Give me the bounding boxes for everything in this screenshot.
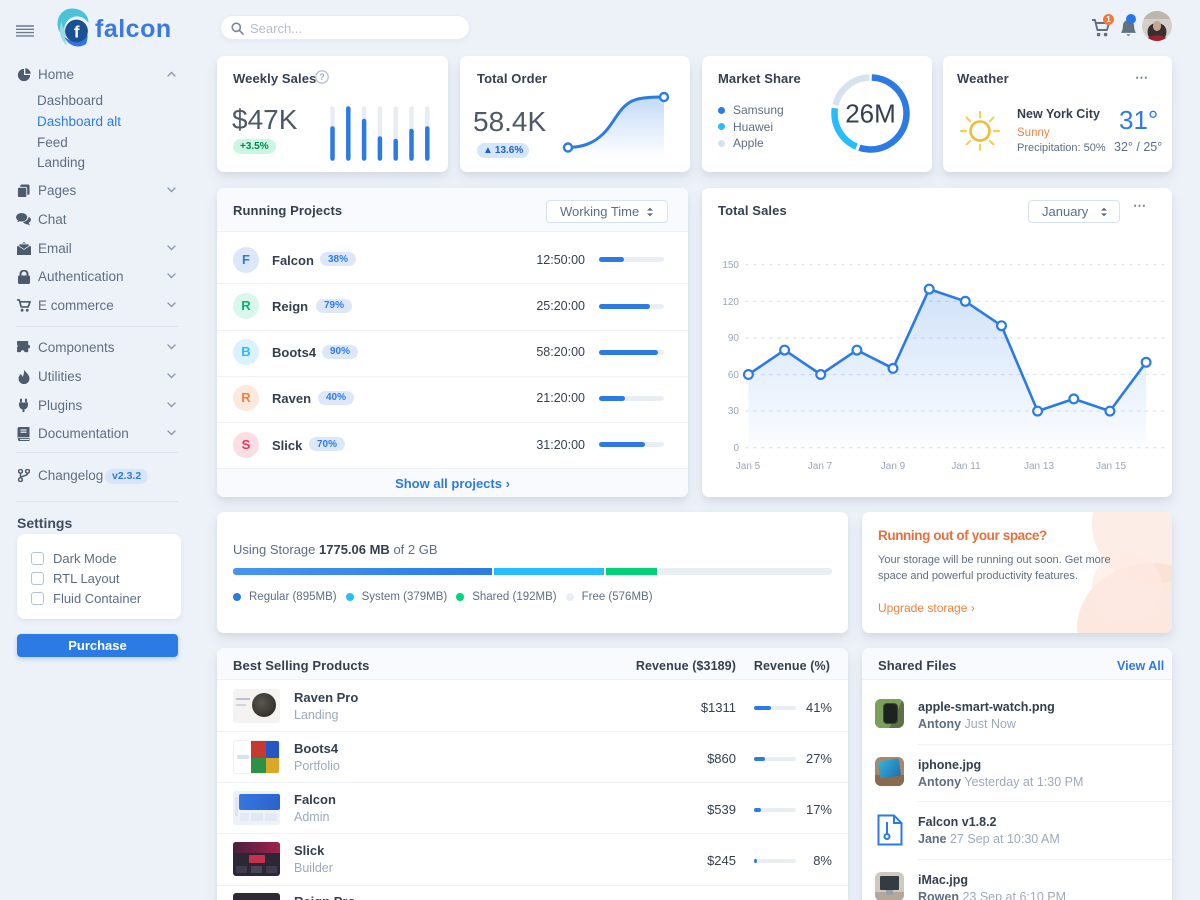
svg-text:30: 30 — [728, 406, 740, 417]
svg-text:90: 90 — [728, 333, 740, 344]
svg-text:60: 60 — [728, 370, 740, 381]
svg-text:Jan 9: Jan 9 — [881, 461, 906, 472]
svg-text:120: 120 — [722, 297, 739, 308]
svg-text:Jan 15: Jan 15 — [1096, 461, 1126, 472]
svg-text:150: 150 — [722, 260, 739, 271]
svg-text:Jan 5: Jan 5 — [736, 461, 761, 472]
svg-text:Jan 11: Jan 11 — [951, 461, 981, 472]
svg-text:f: f — [74, 23, 80, 42]
svg-text:26M: 26M — [845, 98, 896, 128]
svg-text:Jan 7: Jan 7 — [808, 461, 833, 472]
svg-text:Jan 13: Jan 13 — [1024, 461, 1054, 472]
svg-text:0: 0 — [733, 443, 739, 454]
svg-text:?: ? — [319, 72, 325, 82]
